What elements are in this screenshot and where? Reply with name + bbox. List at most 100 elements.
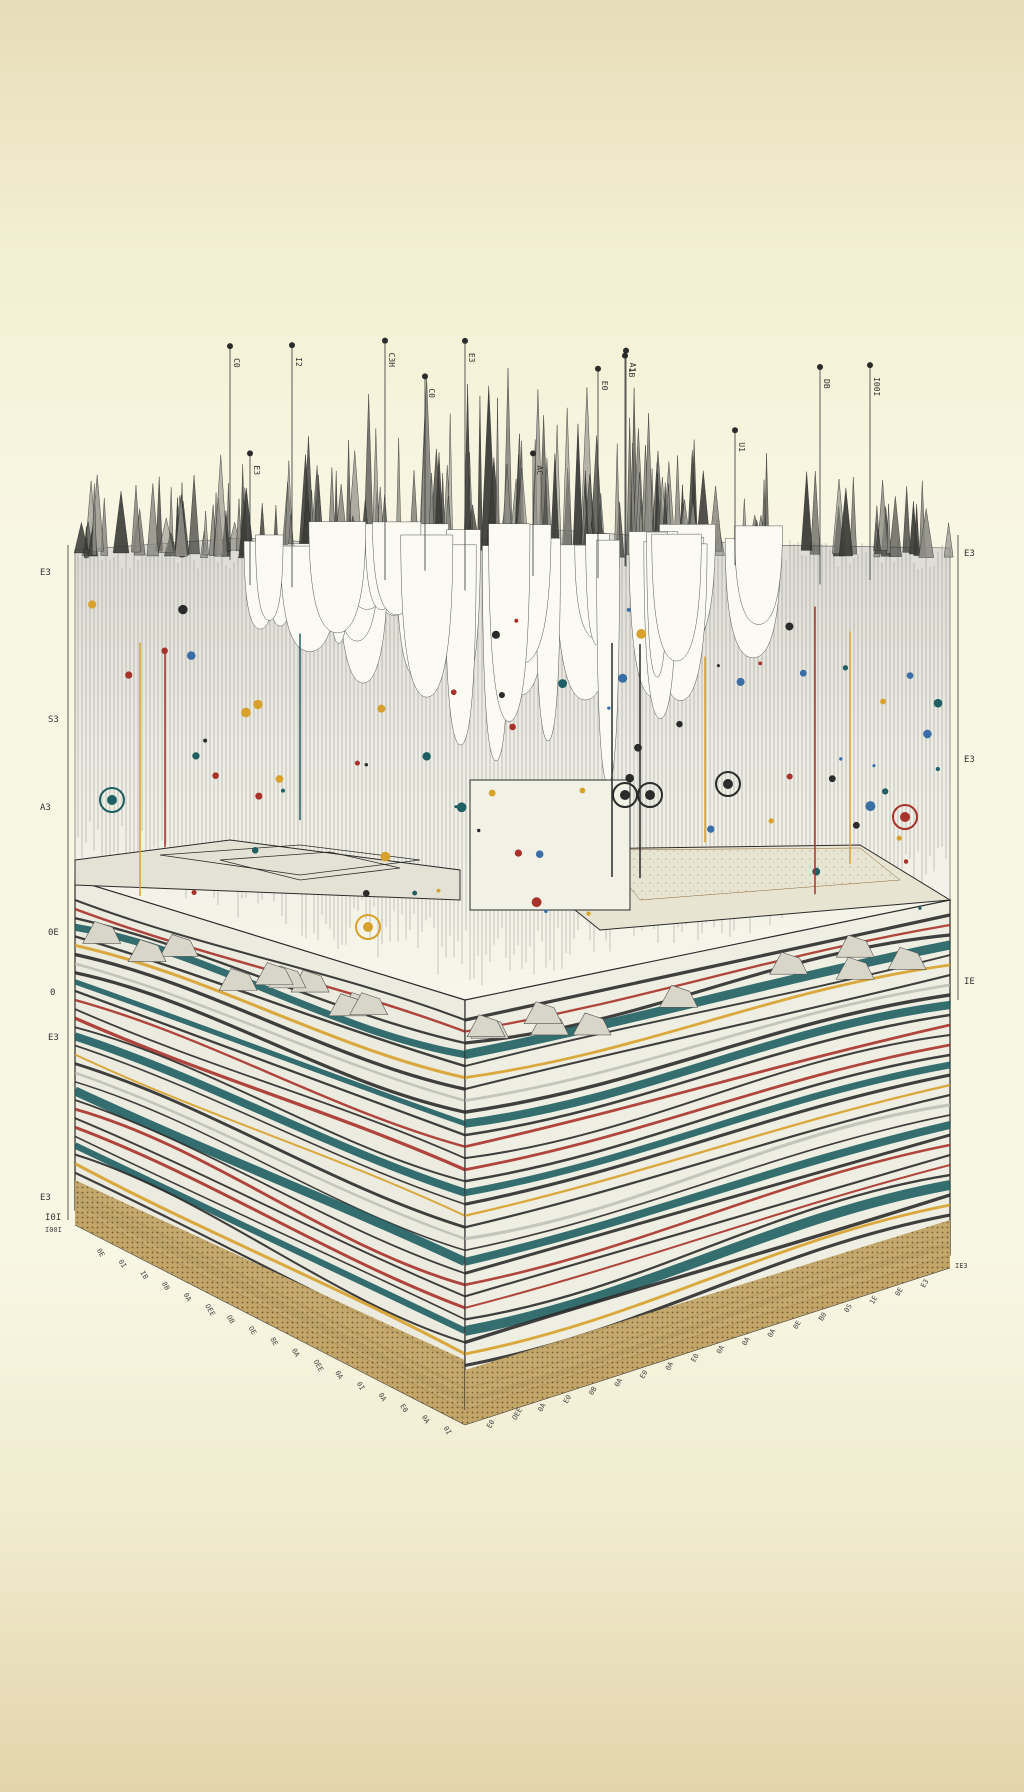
marker-pin-icons: C3H C0 E3 AC E0 A1 I00I E3 C0 1B U1 DB I2 (227, 337, 881, 591)
rubble-rock (159, 934, 199, 957)
left-axis-label: A3 (40, 803, 51, 813)
target-ring-icon (88, 600, 97, 609)
target-ring-icon (872, 764, 876, 768)
sand-base-slab (75, 1210, 950, 1425)
scale-tick-label: OEE (203, 1303, 216, 1318)
pin-tag: C0 (427, 388, 436, 398)
seismic-spike-icon (202, 511, 209, 556)
target-ring-icon (192, 752, 200, 760)
stratum-line (465, 1034, 950, 1160)
target-ring-icon (579, 787, 586, 794)
stratum-line (465, 1061, 950, 1197)
scale-tick-label: B0 (817, 1311, 828, 1322)
rubble-rock (769, 951, 809, 975)
pin-tag: E3 (252, 465, 261, 475)
scale-tick-label: 0I (442, 1425, 453, 1436)
seismic-spike-icon (849, 476, 857, 555)
marker-pin-icon: DB (817, 364, 831, 585)
pin-tag: AC (535, 465, 544, 475)
scale-tick-label: 0A (377, 1392, 389, 1404)
target-ring-icon (903, 859, 909, 864)
scale-tick-label: 8B (160, 1280, 171, 1291)
target-ring-icon (377, 704, 386, 713)
stratum-line (465, 993, 950, 1114)
target-ring-icon (514, 618, 519, 623)
target-ring-icon (212, 772, 219, 779)
scale-tick-label: 0E (894, 1286, 905, 1297)
target-ring-icon (865, 801, 876, 812)
right-axis-label: E3 (964, 549, 975, 559)
seismic-spike-icon (174, 495, 188, 557)
stratum-line (75, 1044, 465, 1206)
rubble-rock (218, 968, 258, 991)
seismic-spike-icon (400, 534, 454, 698)
scale-tick-label: 0A (715, 1343, 727, 1355)
marker-pin-icon: A1 (623, 347, 637, 567)
stratum-line (75, 923, 465, 1059)
target-ring-icon (586, 911, 591, 916)
seismic-spike-icon (188, 475, 200, 555)
target-ring-icon (364, 762, 369, 767)
target-ring-icon (707, 825, 715, 833)
marker-pin-icon: I2 (289, 342, 303, 588)
scale-tick-label: 0E (95, 1247, 106, 1258)
rubble-rock (572, 1012, 612, 1036)
scale-tick-label: E0 (562, 1394, 573, 1405)
left-axis-label: 0 (50, 988, 55, 998)
target-ring-icon (412, 890, 418, 896)
target-ring-icon (715, 771, 741, 797)
scale-tick-label: 0I (355, 1380, 366, 1391)
seismic-spike-icon (477, 395, 483, 551)
rubble-rock (254, 962, 294, 985)
left-axis-label: S3 (48, 715, 59, 725)
target-ring-icon (607, 706, 611, 710)
scale-tick-label: 0A (420, 1414, 432, 1426)
target-ring-icon (203, 738, 208, 743)
stratum-line (465, 1013, 950, 1137)
stratum-line (75, 1135, 465, 1321)
stratum-line (465, 963, 950, 1079)
pin-tag: E0 (600, 381, 609, 391)
rubble-rock (659, 984, 699, 1008)
target-ring-icon (918, 906, 922, 910)
target-ring-icon (839, 757, 843, 761)
stratum-line (465, 1073, 950, 1206)
marker-pin-icon: C3H (382, 337, 396, 581)
stratum-line (75, 1081, 465, 1252)
target-ring-icon (477, 828, 481, 833)
stratum-line (465, 1180, 950, 1336)
left-axis-label: E3 (40, 568, 51, 578)
seismic-spike-icon (838, 487, 853, 557)
marker-pin-icon: U1 (732, 427, 746, 566)
target-ring-icon (491, 630, 500, 639)
target-ring-icon (933, 698, 943, 708)
seismic-spike-icon (902, 486, 911, 553)
target-ring-icon (456, 802, 467, 813)
seismic-spike-icon (146, 483, 159, 557)
marker-pin-icon: E3 (247, 450, 261, 586)
target-ring-icon (636, 629, 647, 639)
left-strata-face (74, 879, 466, 1411)
scale-tick-label: 0A (290, 1347, 302, 1359)
scale-tick-label: 0A (536, 1401, 548, 1413)
target-ring-icon (255, 792, 263, 800)
pin-tag: C0 (232, 358, 241, 368)
scale-tick-label: 0B (587, 1385, 598, 1396)
target-ring-icon (676, 720, 683, 728)
stratum-line (75, 1099, 465, 1275)
scale-tick-label: E0 (638, 1369, 649, 1380)
seismic-spike-icon (488, 523, 531, 722)
target-ring-icon (514, 849, 523, 857)
stratum-line (465, 1143, 950, 1287)
target-ring-icon (355, 914, 381, 940)
target-ring-icons (88, 600, 943, 940)
pin-tag: 1B (627, 368, 636, 378)
stratum-line (75, 1016, 465, 1172)
target-ring-icon (896, 835, 902, 841)
target-ring-icon (799, 669, 807, 677)
target-ring-icon (618, 673, 628, 683)
scale-tick-label: 8E (268, 1336, 279, 1347)
stratum-line (75, 1026, 465, 1183)
seismic-spike-icon (131, 485, 141, 553)
